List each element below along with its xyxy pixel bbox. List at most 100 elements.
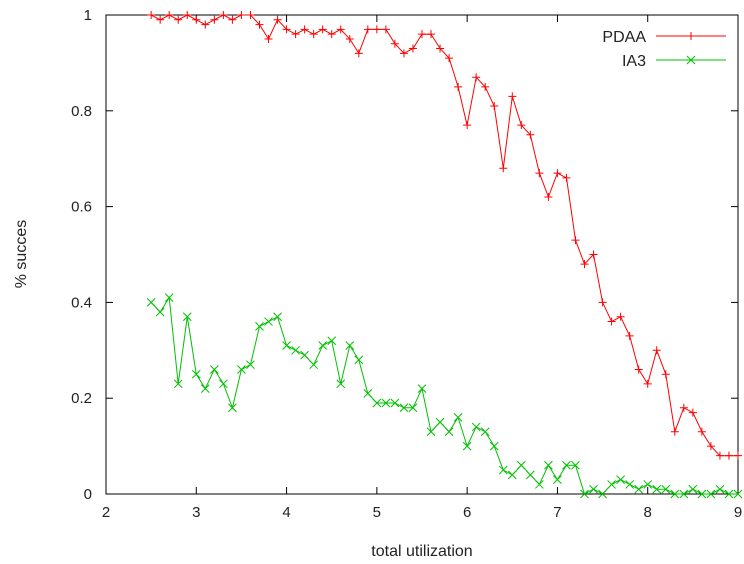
data-point	[688, 484, 698, 494]
data-point	[182, 312, 192, 322]
data-point	[408, 403, 418, 413]
data-point	[318, 25, 327, 34]
data-point	[706, 442, 715, 451]
data-point	[291, 345, 300, 355]
data-point	[679, 489, 689, 499]
data-point	[219, 379, 228, 389]
data-point	[381, 25, 390, 34]
data-point	[408, 44, 417, 53]
data-point	[354, 355, 364, 365]
data-point	[616, 475, 625, 484]
data-point	[535, 169, 544, 178]
data-point	[291, 30, 300, 39]
data-point	[345, 341, 355, 350]
data-point	[535, 480, 544, 489]
x-axis-title: total utilization	[371, 543, 472, 560]
data-point	[282, 341, 291, 350]
data-point	[273, 15, 282, 24]
legend-label: PDAA	[602, 29, 646, 46]
data-point	[147, 11, 156, 19]
data-point	[652, 346, 661, 355]
data-point	[228, 403, 237, 413]
y-tick-label: 1	[84, 7, 92, 24]
data-point	[715, 484, 725, 494]
data-point	[264, 317, 273, 326]
data-point	[480, 427, 490, 437]
data-point	[237, 365, 246, 374]
data-point	[300, 350, 309, 360]
data-point	[399, 403, 409, 413]
data-point	[562, 173, 571, 182]
data-point	[634, 484, 644, 494]
data-point	[454, 82, 463, 91]
data-point	[255, 20, 264, 29]
data-point	[209, 365, 219, 374]
data-point	[661, 484, 671, 494]
y-tick-label: 0.4	[71, 294, 92, 311]
data-point	[309, 360, 319, 370]
series-line	[150, 296, 738, 495]
data-point	[734, 451, 742, 460]
data-point	[688, 408, 697, 417]
data-point	[687, 32, 695, 40]
data-point	[155, 307, 165, 317]
data-point	[481, 82, 490, 91]
data-point	[499, 164, 508, 173]
data-point	[210, 15, 219, 24]
legend-item-pdaa: PDAA	[602, 29, 726, 46]
x-tick-label: 4	[282, 504, 290, 521]
data-point	[418, 30, 426, 39]
data-point	[146, 298, 156, 307]
data-point	[580, 489, 589, 499]
data-point	[706, 489, 716, 499]
legend-label: IA3	[622, 53, 646, 70]
axis-tick-labels: 2 3 4 5 6 7 8 9 0 0.2 0.4 0.6 0.8 1	[71, 7, 742, 521]
data-point	[164, 293, 174, 302]
data-point	[372, 25, 381, 34]
data-point	[237, 11, 246, 19]
data-point	[553, 475, 562, 484]
data-point	[733, 489, 743, 499]
data-point	[643, 379, 652, 388]
data-point	[300, 25, 309, 34]
data-point	[264, 34, 273, 43]
data-point	[589, 250, 598, 259]
data-point	[525, 470, 535, 480]
legend-item-ia3: IA3	[622, 53, 726, 70]
data-point	[219, 11, 228, 19]
data-point	[399, 49, 408, 58]
data-point	[156, 15, 165, 24]
data-point	[273, 312, 282, 322]
data-point	[607, 317, 616, 326]
data-point	[192, 15, 201, 24]
data-point	[282, 25, 291, 34]
series-ia3	[146, 293, 743, 499]
data-point	[517, 121, 526, 130]
data-point	[670, 489, 680, 499]
data-point	[165, 11, 174, 19]
x-tick-label: 5	[373, 504, 381, 521]
y-axis-title: % succes	[13, 220, 30, 288]
y-tick-label: 0.6	[71, 199, 92, 216]
data-point	[318, 341, 328, 350]
data-point	[508, 92, 517, 101]
data-point	[697, 427, 706, 436]
data-point	[327, 336, 337, 346]
data-point	[571, 460, 580, 470]
data-point	[715, 451, 724, 460]
data-point	[463, 121, 472, 130]
data-point	[679, 403, 688, 412]
data-point	[200, 384, 210, 393]
plot-frame	[105, 14, 739, 495]
data-point	[363, 389, 373, 398]
data-point	[670, 427, 679, 436]
data-point	[544, 460, 553, 470]
data-point	[354, 49, 363, 58]
data-point	[453, 413, 463, 422]
data-point	[589, 484, 598, 494]
data-point	[661, 370, 670, 379]
data-point	[427, 30, 436, 39]
data-point	[390, 398, 400, 408]
data-point	[490, 102, 499, 111]
data-point	[498, 465, 508, 475]
